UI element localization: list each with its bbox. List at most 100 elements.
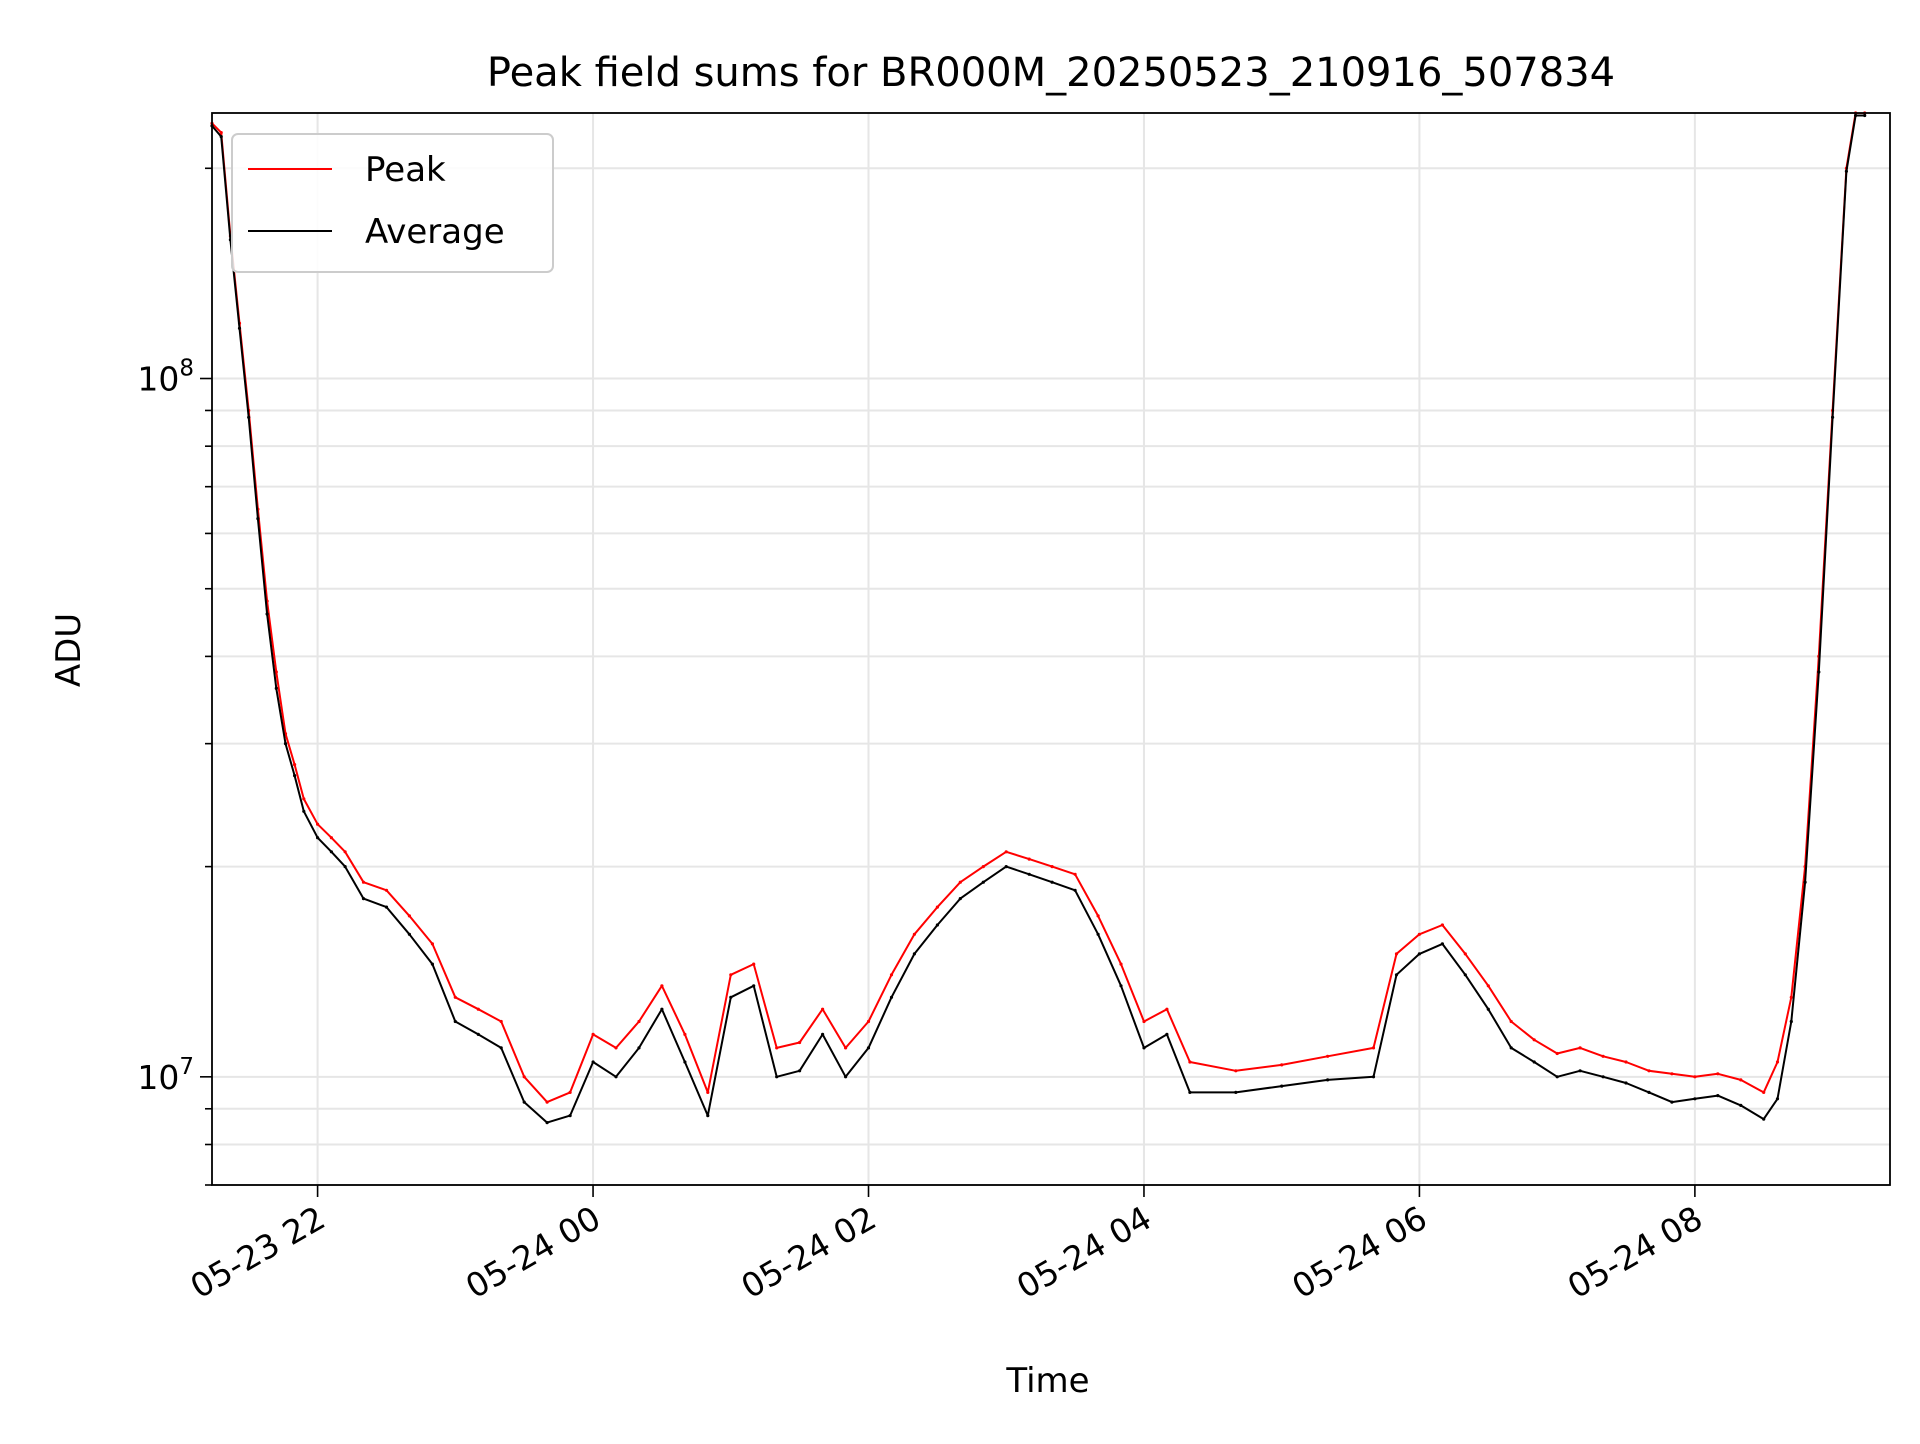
series-point-average xyxy=(614,1075,618,1079)
series-point-average xyxy=(293,774,297,778)
plot-frame xyxy=(211,112,1891,1186)
series-point-average xyxy=(660,1007,664,1011)
y-tick-label: 108 xyxy=(137,356,194,399)
series-point-peak xyxy=(1142,1019,1146,1024)
series-point-peak xyxy=(274,670,278,674)
series-point-average xyxy=(1693,1097,1697,1101)
series-point-average xyxy=(683,1060,687,1064)
series-point-average xyxy=(476,1032,480,1036)
series-point-peak xyxy=(545,1100,549,1104)
series-point-average xyxy=(1817,670,1821,674)
series-point-peak xyxy=(798,1040,802,1045)
series-point-peak xyxy=(591,1032,595,1036)
series-point-peak xyxy=(912,932,917,936)
series-point-peak xyxy=(361,880,366,884)
series-point-average xyxy=(775,1075,779,1079)
series-point-average xyxy=(256,517,260,521)
series-point-peak xyxy=(1532,1038,1536,1042)
series-point-average xyxy=(1440,942,1444,946)
series-point-average xyxy=(343,865,347,869)
series-point-peak xyxy=(1716,1072,1720,1076)
series-point-average xyxy=(384,905,389,909)
series-point-average xyxy=(1624,1081,1628,1085)
series-point-average xyxy=(591,1060,595,1064)
series-point-peak xyxy=(453,995,457,999)
series-point-average xyxy=(1844,169,1848,173)
series-point-average xyxy=(274,686,278,691)
series-point-average xyxy=(1803,880,1807,884)
series-point-average xyxy=(1326,1078,1330,1082)
series-point-peak xyxy=(476,1007,480,1011)
series-point-average xyxy=(637,1046,641,1050)
series-line-average xyxy=(212,114,1865,1124)
series-point-peak xyxy=(1555,1051,1559,1056)
series-point-peak xyxy=(343,850,347,854)
series-point-peak xyxy=(568,1090,572,1094)
series-point-average xyxy=(1863,113,1867,118)
series-point-peak xyxy=(1739,1078,1743,1082)
series-point-average xyxy=(237,326,242,330)
series-point-average xyxy=(1555,1075,1559,1079)
series-point-average xyxy=(1371,1075,1376,1079)
x-axis-label: Time xyxy=(1005,1361,1089,1401)
series-point-peak xyxy=(889,973,894,977)
series-point-peak xyxy=(1670,1072,1674,1076)
series-point-peak xyxy=(1624,1060,1628,1064)
legend-label-average: Average xyxy=(365,212,505,252)
grid-layer xyxy=(212,113,1890,1186)
series-point-peak xyxy=(1440,923,1444,927)
series-point-peak xyxy=(1119,962,1123,966)
series-point-average xyxy=(1601,1075,1605,1079)
series-point-peak xyxy=(1789,995,1793,999)
series-point-average xyxy=(1027,872,1031,876)
series-point-peak xyxy=(729,973,733,977)
series-point-average xyxy=(1234,1090,1238,1094)
chart-title: Peak field sums for BR000M_20250523_2109… xyxy=(487,50,1615,96)
series-point-average xyxy=(1670,1100,1674,1104)
series-point-average xyxy=(453,1019,457,1024)
series-point-peak xyxy=(1326,1054,1330,1058)
series-point-average xyxy=(1073,888,1077,892)
series-point-average xyxy=(752,984,756,988)
series-point-average xyxy=(1486,1007,1490,1011)
series-point-average xyxy=(889,995,894,999)
series-point-peak xyxy=(1394,952,1399,956)
series-point-peak xyxy=(1050,865,1054,869)
series-point-average xyxy=(798,1069,802,1073)
series-point-peak xyxy=(302,797,306,801)
series-point-average xyxy=(316,836,320,840)
series-point-average xyxy=(265,612,269,616)
series-point-average xyxy=(1775,1097,1780,1101)
series-point-average xyxy=(912,952,917,956)
series-point-peak xyxy=(1073,872,1077,876)
series-point-peak xyxy=(752,962,756,966)
series-point-average xyxy=(1463,973,1467,977)
series-point-average xyxy=(1142,1046,1146,1050)
series-point-average xyxy=(1854,113,1858,118)
series-point-average xyxy=(866,1046,871,1050)
series-point-average xyxy=(568,1114,572,1118)
series-point-peak xyxy=(935,905,940,909)
series-point-average xyxy=(302,809,306,813)
legend: Peak Average xyxy=(231,133,554,273)
series-point-peak xyxy=(958,880,962,884)
series-point-peak xyxy=(637,1019,641,1024)
series-point-peak xyxy=(1647,1069,1651,1073)
series-point-peak xyxy=(219,131,223,135)
series-point-average xyxy=(1762,1117,1766,1121)
series-point-peak xyxy=(1762,1090,1766,1094)
series-point-average xyxy=(1188,1090,1192,1094)
series-point-average xyxy=(1096,932,1100,936)
series-point-average xyxy=(1417,952,1421,956)
y-axis-label: ADU xyxy=(49,613,89,687)
series-point-peak xyxy=(316,822,320,826)
series-point-peak xyxy=(775,1046,779,1050)
series-point-average xyxy=(545,1121,549,1125)
series-point-average xyxy=(1004,865,1008,869)
series-point-peak xyxy=(1486,984,1490,988)
series-point-peak xyxy=(660,984,664,988)
series-point-average xyxy=(283,742,288,746)
series-point-average xyxy=(844,1075,848,1079)
